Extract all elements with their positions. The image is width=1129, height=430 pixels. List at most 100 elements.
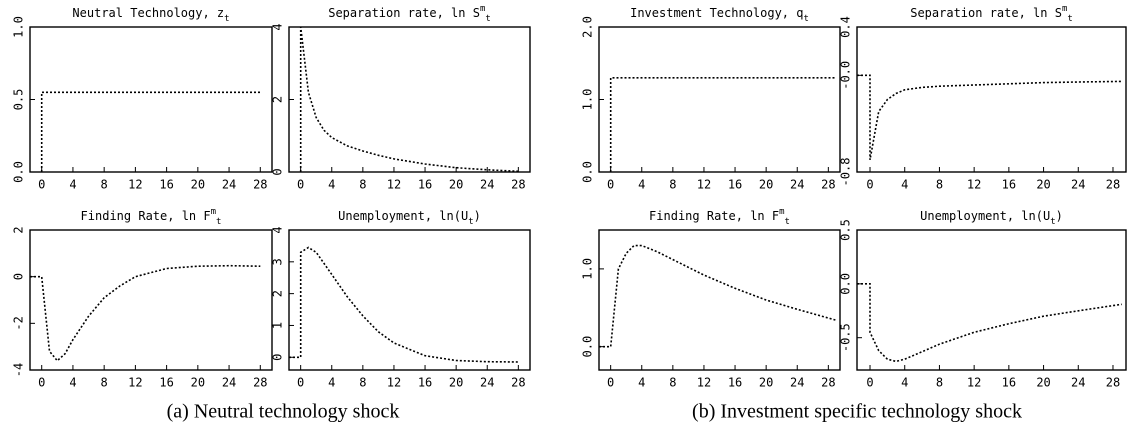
title-part: )	[474, 209, 481, 223]
title-part: t	[1050, 217, 1055, 227]
x-tick-label: 24	[790, 376, 804, 390]
y-tick-label: 4	[271, 23, 285, 30]
chart-title: Investment Technology, qt	[630, 6, 809, 24]
x-tick-label: 4	[638, 178, 645, 192]
y-tick-label: 0.0	[581, 161, 595, 183]
y-tick-label: 1	[271, 322, 285, 329]
x-tick-label: 28	[1106, 376, 1120, 390]
x-tick-label: 12	[967, 178, 981, 192]
x-tick-label: 12	[697, 178, 711, 192]
plot-frame	[598, 229, 841, 371]
series-line	[40, 91, 261, 172]
x-tick-label: 8	[359, 376, 366, 390]
plot-frame	[598, 26, 841, 173]
x-tick-label: 8	[101, 376, 108, 390]
x-tick-label: 16	[159, 178, 173, 192]
x-tick-label: 12	[128, 178, 142, 192]
series-line	[599, 244, 837, 348]
x-tick-label: 4	[901, 178, 908, 192]
x-tick-label: 20	[191, 178, 205, 192]
x-tick-label: 24	[480, 376, 494, 390]
title-part: t	[468, 217, 473, 227]
x-tick-label: 4	[328, 376, 335, 390]
plot-frame	[29, 229, 273, 371]
x-tick-label: 28	[253, 376, 267, 390]
x-tick-label: 8	[669, 178, 676, 192]
y-tick-label: 4	[271, 226, 285, 233]
x-tick-label: 20	[1036, 178, 1050, 192]
series-line	[857, 283, 1122, 363]
x-tick-label: 12	[967, 376, 981, 390]
title-part: m	[779, 207, 784, 217]
x-tick-label: 8	[359, 178, 366, 192]
title-part: )	[1056, 209, 1063, 223]
title-part: m	[211, 207, 216, 217]
x-tick-label: 20	[449, 178, 463, 192]
y-tick-label: 0.0	[839, 273, 853, 295]
title-part: t	[1067, 14, 1072, 24]
x-tick-label: 0	[38, 178, 45, 192]
title-part: Unemployment, ln(U	[338, 209, 468, 223]
x-tick-label: 12	[387, 178, 401, 192]
plot-frame	[288, 26, 531, 173]
chart-title: Neutral Technology, zt	[72, 6, 229, 24]
title-part: Finding Rate, ln F	[649, 209, 779, 223]
x-tick-label: 20	[449, 376, 463, 390]
x-tick-label: 4	[638, 376, 645, 390]
x-tick-label: 0	[297, 376, 304, 390]
x-tick-label: 16	[159, 376, 173, 390]
x-tick-label: 16	[1002, 178, 1016, 192]
y-tick-label: 0.4	[839, 16, 853, 38]
x-tick-label: 28	[511, 376, 525, 390]
x-tick-label: 0	[297, 178, 304, 192]
x-tick-label: 8	[936, 376, 943, 390]
x-tick-label: 0	[607, 376, 614, 390]
x-tick-label: 0	[607, 178, 614, 192]
y-tick-label: 0	[271, 354, 285, 361]
y-tick-label: 0.0	[581, 336, 595, 358]
y-tick-label: 0.0	[12, 161, 26, 183]
title-part: Finding Rate, ln F	[81, 209, 211, 223]
x-tick-label: 24	[1071, 178, 1085, 192]
title-part: t	[216, 217, 221, 227]
title-part: t	[224, 14, 229, 24]
x-tick-label: 16	[728, 178, 742, 192]
chart-title: Unemployment, ln(Ut)	[338, 209, 481, 227]
series-line	[289, 246, 519, 363]
title-part: Separation rate, ln S	[910, 6, 1062, 20]
title-part: t	[485, 14, 490, 24]
title-part: t	[803, 14, 808, 24]
title-part: Separation rate, ln S	[328, 6, 480, 20]
title-part: m	[480, 4, 485, 14]
chart-title: Finding Rate, ln Fmt	[649, 207, 790, 227]
x-tick-label: 24	[222, 178, 236, 192]
title-part: t	[785, 217, 790, 227]
x-tick-label: 16	[418, 376, 432, 390]
x-tick-label: 16	[418, 178, 432, 192]
y-tick-label: 2	[271, 96, 285, 103]
y-tick-label: 0.5	[12, 89, 26, 111]
y-tick-label: 1.0	[581, 258, 595, 280]
y-tick-label: 2	[271, 290, 285, 297]
x-tick-label: 24	[1071, 376, 1085, 390]
chart-title: Separation rate, ln Smt	[910, 4, 1073, 24]
x-tick-label: 20	[759, 376, 773, 390]
series-line	[30, 264, 261, 362]
x-tick-label: 8	[936, 178, 943, 192]
chart-title: Unemployment, ln(Ut)	[920, 209, 1063, 227]
x-tick-label: 12	[387, 376, 401, 390]
x-tick-label: 0	[38, 376, 45, 390]
y-tick-label: 1.0	[581, 89, 595, 111]
x-tick-label: 16	[1002, 376, 1016, 390]
x-tick-label: 20	[191, 376, 205, 390]
x-tick-label: 4	[901, 376, 908, 390]
x-tick-label: 12	[697, 376, 711, 390]
x-tick-label: 8	[669, 376, 676, 390]
x-tick-label: 24	[480, 178, 494, 192]
x-tick-label: 20	[1036, 376, 1050, 390]
y-tick-label: -4	[12, 363, 26, 377]
x-tick-label: 12	[128, 376, 142, 390]
x-tick-label: 28	[253, 178, 267, 192]
y-tick-label: 2	[12, 226, 26, 233]
caption: (a) Neutral technology shock	[167, 401, 400, 423]
